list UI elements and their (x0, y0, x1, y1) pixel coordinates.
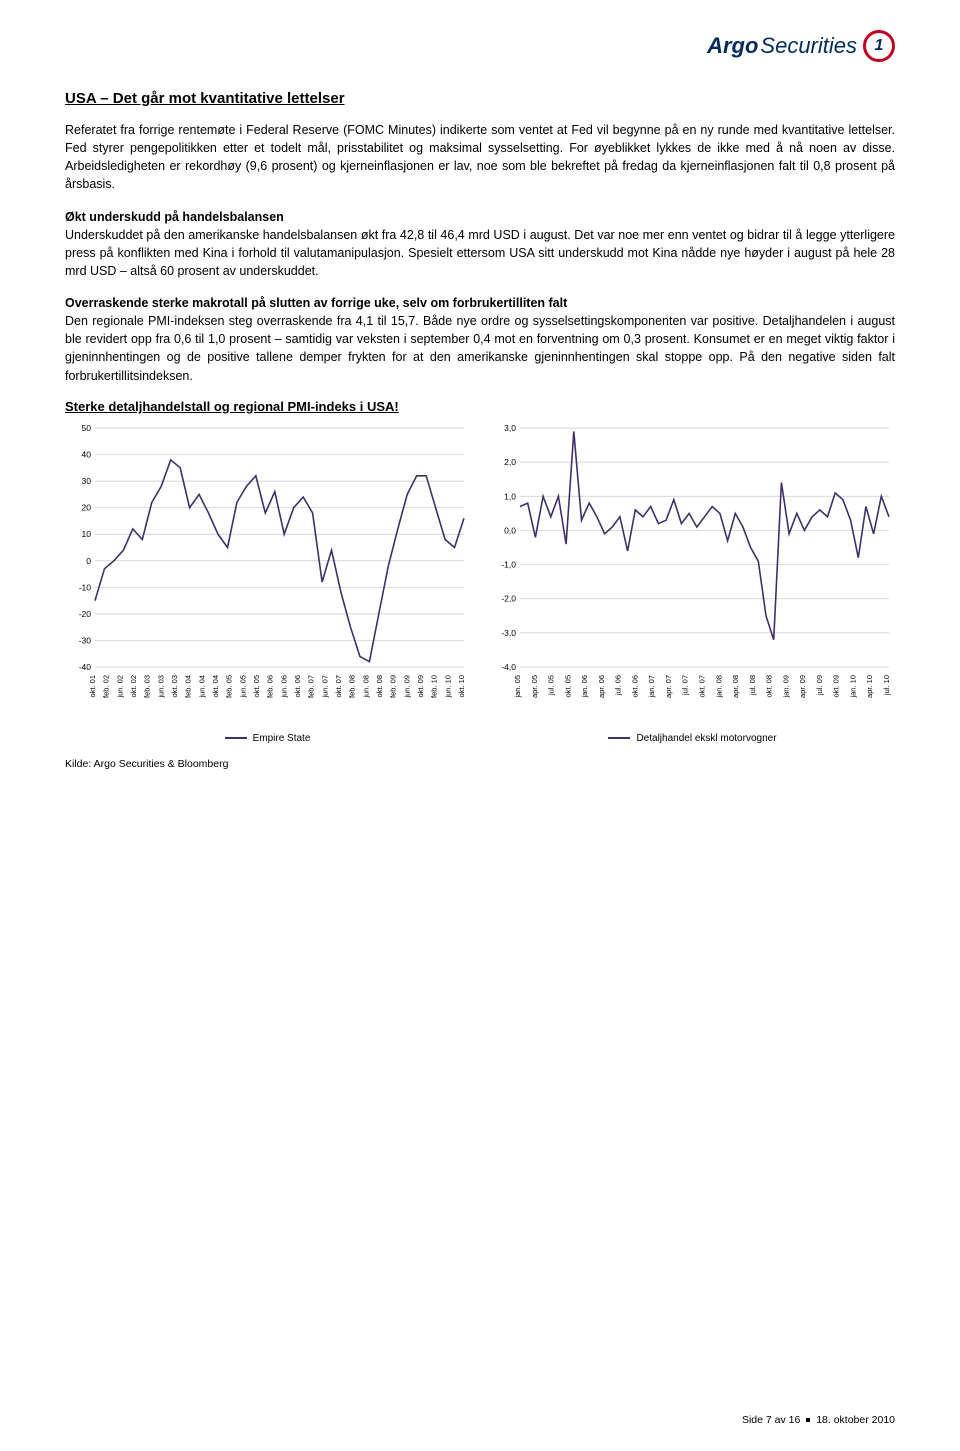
svg-text:20: 20 (82, 502, 92, 512)
page-title: USA – Det går mot kvantitative lettelser (65, 90, 895, 107)
svg-text:jan. 06: jan. 06 (580, 675, 589, 699)
svg-text:apr. 05: apr. 05 (530, 675, 539, 698)
chart-empire-state: -40 -30 -20 -10 0 10 20 30 40 50 okt. 01 feb. 02 jun… (65, 422, 470, 744)
svg-text:-1,0: -1,0 (501, 559, 516, 569)
svg-text:jul. 08: jul. 08 (748, 675, 757, 696)
bullet-icon (806, 1418, 810, 1422)
svg-text:okt. 05: okt. 05 (252, 675, 261, 698)
svg-text:jun. 10: jun. 10 (443, 675, 452, 699)
svg-text:feb. 06: feb. 06 (266, 675, 275, 698)
subhead-a: Økt underskudd på handelsbalansen (65, 210, 284, 224)
svg-text:jun. 06: jun. 06 (279, 675, 288, 699)
brand-mark-icon: 1 (863, 30, 895, 62)
source-line: Kilde: Argo Securities & Bloomberg (65, 758, 895, 770)
chart-right-svg: -4,0 -3,0 -2,0 -1,0 0,0 1,0 2,0 3,0 jan. 05 apr. … (490, 422, 895, 722)
svg-text:apr. 06: apr. 06 (597, 675, 606, 698)
footer-date: 18. oktober 2010 (816, 1414, 895, 1426)
svg-text:jul. 10: jul. 10 (882, 675, 891, 696)
body-paragraph-1: Referatet fra forrige rentemøte i Federa… (65, 121, 895, 194)
svg-text:-3,0: -3,0 (501, 627, 516, 637)
svg-text:jun. 04: jun. 04 (197, 675, 206, 699)
svg-text:okt. 10: okt. 10 (457, 675, 466, 698)
svg-text:40: 40 (82, 449, 92, 459)
svg-text:jul. 09: jul. 09 (815, 675, 824, 696)
svg-text:50: 50 (82, 423, 92, 433)
svg-text:-10: -10 (79, 582, 92, 592)
svg-text:apr. 10: apr. 10 (865, 675, 874, 698)
body-paragraph-3: Overraskende sterke makrotall på slutten… (65, 294, 895, 385)
svg-text:3,0: 3,0 (504, 423, 516, 433)
svg-text:okt. 07: okt. 07 (334, 675, 343, 698)
svg-text:feb. 02: feb. 02 (102, 675, 111, 698)
svg-text:apr. 07: apr. 07 (664, 675, 673, 698)
svg-text:okt. 09: okt. 09 (416, 675, 425, 698)
svg-text:okt. 06: okt. 06 (630, 675, 639, 698)
svg-text:0: 0 (86, 555, 91, 565)
svg-text:-20: -20 (79, 609, 92, 619)
svg-text:okt. 02: okt. 02 (129, 675, 138, 698)
svg-text:feb. 07: feb. 07 (307, 675, 316, 698)
svg-text:2,0: 2,0 (504, 457, 516, 467)
svg-text:okt. 05: okt. 05 (563, 675, 572, 698)
svg-text:okt. 08: okt. 08 (765, 675, 774, 698)
svg-text:jan. 08: jan. 08 (714, 675, 723, 699)
svg-text:feb. 04: feb. 04 (184, 675, 193, 698)
svg-text:1,0: 1,0 (504, 491, 516, 501)
charts-title: Sterke detaljhandelstall og regional PMI… (65, 399, 895, 414)
chart-left-svg: -40 -30 -20 -10 0 10 20 30 40 50 okt. 01 feb. 02 jun… (65, 422, 470, 722)
svg-text:30: 30 (82, 476, 92, 486)
svg-text:jun. 08: jun. 08 (361, 675, 370, 699)
svg-text:-40: -40 (79, 662, 92, 672)
svg-text:feb. 09: feb. 09 (389, 675, 398, 698)
svg-text:jan. 09: jan. 09 (781, 675, 790, 699)
svg-text:jul. 05: jul. 05 (547, 675, 556, 696)
legend-line-icon (225, 737, 247, 739)
chart-retail: -4,0 -3,0 -2,0 -1,0 0,0 1,0 2,0 3,0 jan. 05 apr. … (490, 422, 895, 744)
footer-page: Side 7 av 16 (742, 1414, 800, 1426)
chart-right-legend: Detaljhandel ekskl motorvogner (490, 733, 895, 744)
svg-text:jun. 07: jun. 07 (320, 675, 329, 699)
svg-text:okt. 04: okt. 04 (211, 675, 220, 698)
svg-text:apr. 08: apr. 08 (731, 675, 740, 698)
svg-text:jun. 03: jun. 03 (156, 675, 165, 699)
svg-text:10: 10 (82, 529, 92, 539)
subhead-b: Overraskende sterke makrotall på slutten… (65, 296, 567, 310)
body-text-3: Den regionale PMI-indeksen steg overrask… (65, 314, 895, 382)
svg-text:jan. 07: jan. 07 (647, 675, 656, 699)
svg-text:jun. 02: jun. 02 (115, 675, 124, 699)
svg-text:-2,0: -2,0 (501, 593, 516, 603)
svg-text:-30: -30 (79, 635, 92, 645)
legend-line-icon (608, 737, 630, 739)
svg-text:jan. 10: jan. 10 (848, 675, 857, 699)
body-paragraph-2: Økt underskudd på handelsbalansen Unders… (65, 208, 895, 281)
brand-name-a: Argo (707, 33, 758, 59)
svg-text:okt. 08: okt. 08 (375, 675, 384, 698)
page-footer: Side 7 av 16 18. oktober 2010 (742, 1414, 895, 1426)
svg-text:-4,0: -4,0 (501, 662, 516, 672)
svg-text:okt. 09: okt. 09 (832, 675, 841, 698)
svg-text:okt. 03: okt. 03 (170, 675, 179, 698)
svg-text:okt. 07: okt. 07 (698, 675, 707, 698)
svg-text:jul. 06: jul. 06 (614, 675, 623, 696)
body-text-2: Underskuddet på den amerikanske handelsb… (65, 228, 895, 278)
brand-logo: Argo Securities 1 (65, 30, 895, 62)
svg-text:apr. 09: apr. 09 (798, 675, 807, 698)
svg-text:jun. 05: jun. 05 (238, 675, 247, 699)
svg-text:0,0: 0,0 (504, 525, 516, 535)
svg-text:feb. 03: feb. 03 (143, 675, 152, 698)
svg-text:okt. 01: okt. 01 (88, 675, 97, 698)
svg-text:feb. 05: feb. 05 (225, 675, 234, 698)
svg-text:feb. 10: feb. 10 (430, 675, 439, 698)
svg-text:okt. 06: okt. 06 (293, 675, 302, 698)
svg-text:jun. 09: jun. 09 (402, 675, 411, 699)
chart-left-legend: Empire State (65, 733, 470, 744)
brand-name-b: Securities (760, 33, 857, 59)
svg-text:jul. 07: jul. 07 (681, 675, 690, 696)
svg-text:jan. 05: jan. 05 (513, 675, 522, 699)
svg-text:feb. 08: feb. 08 (348, 675, 357, 698)
